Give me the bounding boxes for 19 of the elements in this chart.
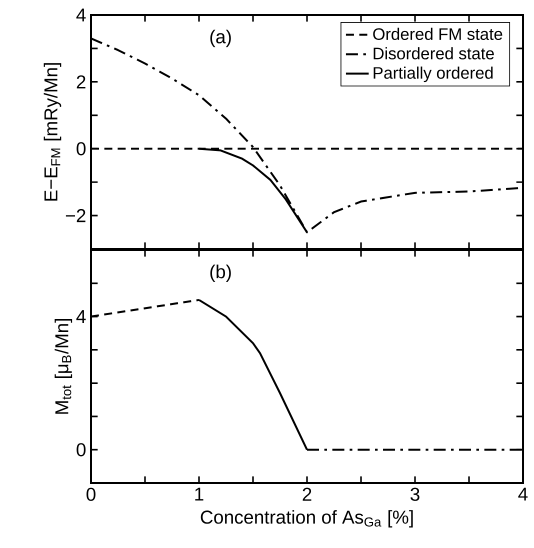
x-tick-label: 1 xyxy=(195,488,204,501)
y-tick-label: 4 xyxy=(76,8,86,22)
y-axis-title: E−E$_{FM}$ [mRy/Mn] xyxy=(44,63,62,201)
y-tick-label: 0 xyxy=(76,142,86,156)
y-tick-label: 4 xyxy=(76,310,86,323)
legend-label: Ordered FM state xyxy=(373,28,502,40)
legend-label: Partially ordered xyxy=(374,66,493,82)
y-tick-label: 2 xyxy=(76,75,86,88)
annotation: (a) xyxy=(210,30,231,48)
x-axis-title: Concentration of As$_{Ga}$ [%] xyxy=(200,510,413,528)
legend-label: Disordered state xyxy=(374,47,494,60)
x-tick-label: 4 xyxy=(518,488,528,501)
x-tick-label: 3 xyxy=(410,488,420,501)
y-tick-label: 0 xyxy=(76,443,86,456)
y-axis-title: M$_{tot}$ [μ$_{B}$/Mn] xyxy=(54,319,72,414)
annotation: (b) xyxy=(210,264,231,282)
y-tick-label: −2 xyxy=(66,209,86,222)
x-tick-label: 2 xyxy=(302,488,312,501)
x-tick-label: 0 xyxy=(86,488,96,501)
